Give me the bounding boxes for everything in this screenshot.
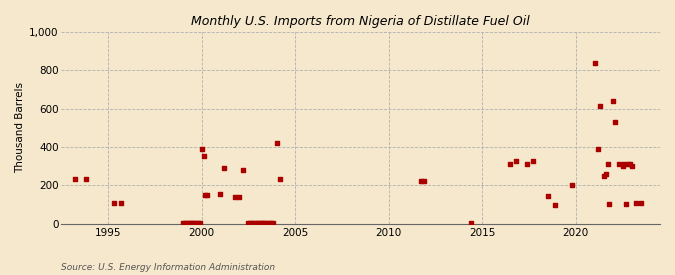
Point (636, 200, 647, 205)
Point (275, 177, 286, 181)
Point (466, 221, 477, 225)
Point (256, 221, 267, 225)
Point (510, 159, 521, 164)
Point (267, 221, 278, 225)
Y-axis label: Thousand Barrels: Thousand Barrels (15, 82, 25, 174)
Point (599, 174, 610, 178)
Point (194, 221, 205, 225)
Point (245, 221, 256, 225)
Point (567, 183, 578, 188)
Point (624, 162, 635, 167)
Point (610, 120, 620, 124)
Point (192, 221, 203, 225)
Point (69, 177, 80, 181)
Text: Source: U.S. Energy Information Administration: Source: U.S. Energy Information Administ… (61, 263, 275, 272)
Point (234, 195, 244, 199)
Point (415, 178, 426, 183)
Point (265, 221, 276, 225)
Point (247, 221, 258, 225)
Point (202, 193, 213, 197)
Point (258, 221, 269, 225)
Point (180, 221, 190, 225)
Point (185, 221, 196, 225)
Point (589, 60, 600, 65)
Point (183, 221, 194, 225)
Point (215, 192, 226, 196)
Point (593, 147, 603, 151)
Title: Monthly U.S. Imports from Nigeria of Distillate Fuel Oil: Monthly U.S. Imports from Nigeria of Dis… (191, 15, 530, 28)
Point (238, 168, 248, 172)
Point (522, 162, 533, 167)
Point (543, 194, 554, 198)
Point (619, 162, 630, 167)
Point (617, 164, 628, 169)
Point (626, 164, 637, 169)
Point (178, 221, 188, 225)
Point (250, 221, 261, 225)
Point (189, 221, 200, 225)
Point (182, 221, 192, 225)
Point (527, 159, 538, 164)
Point (80, 177, 91, 181)
Point (271, 141, 282, 145)
Point (109, 200, 119, 205)
Point (196, 147, 207, 151)
Point (254, 221, 265, 225)
Point (600, 172, 611, 176)
Point (187, 221, 198, 225)
Point (602, 162, 613, 167)
Point (248, 221, 259, 225)
Point (595, 104, 605, 108)
Point (608, 99, 619, 103)
Point (630, 200, 641, 205)
Point (200, 193, 211, 197)
Point (623, 162, 634, 167)
Point (219, 166, 230, 170)
Point (550, 202, 561, 207)
Point (419, 178, 430, 183)
Point (264, 221, 275, 225)
Point (604, 202, 615, 206)
Point (614, 162, 624, 167)
Point (252, 221, 263, 225)
Point (505, 162, 516, 167)
Point (191, 221, 202, 225)
Point (262, 221, 273, 225)
Point (198, 153, 209, 158)
Point (260, 221, 271, 225)
Point (116, 200, 127, 205)
Point (243, 221, 254, 225)
Point (621, 202, 632, 206)
Point (230, 195, 241, 199)
